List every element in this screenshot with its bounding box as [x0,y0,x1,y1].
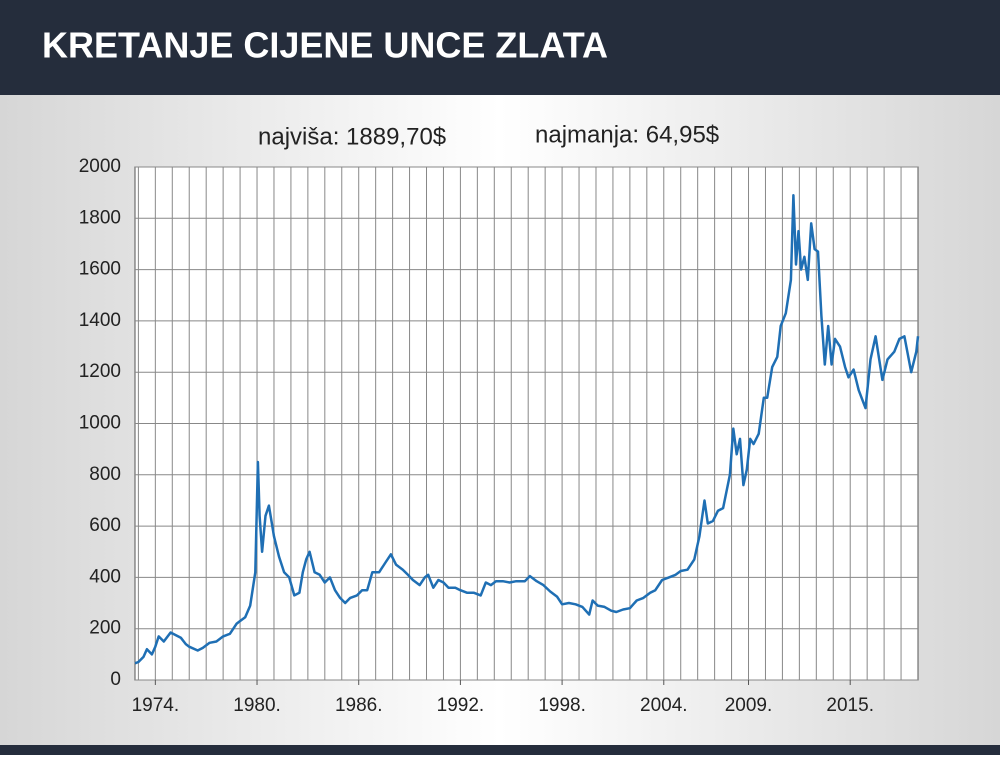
x-tick-label: 2015. [826,695,874,716]
annotation: najmanja: 64,95$ [535,121,719,148]
y-tick-label: 0 [110,669,121,690]
x-tick-label: 1998. [538,695,586,716]
y-tick-label: 200 [89,618,121,639]
x-tick-label: 1986. [335,695,383,716]
x-tick-label: 2004. [640,695,688,716]
x-tick-label: 1992. [437,695,485,716]
y-tick-label: 400 [89,566,121,587]
header [0,0,1000,95]
annotation: najviša: 1889,70$ [258,123,446,150]
y-tick-label: 800 [89,464,121,485]
y-tick-label: 2000 [79,156,121,177]
marks [134,194,920,665]
y-tick-label: 1800 [79,207,121,228]
x-tick-label: 1974. [132,695,180,716]
y-tick-label: 600 [89,515,121,536]
y-tick-label: 1600 [79,259,121,280]
price-line [134,194,920,665]
y-tick-label: 1400 [79,310,121,331]
footer [0,745,1000,755]
grid: 0 200 400 600 800 1000 1200 1400 1600 1800 2000 197… [79,156,918,716]
x-tick-label: 1980. [233,695,281,716]
x-tick-label: 2009. [725,695,773,716]
chart-title: KRETANJE CIJENE UNCE ZLATA [42,25,608,66]
y-tick-label: 1000 [79,413,121,434]
y-tick-label: 1200 [79,361,121,382]
